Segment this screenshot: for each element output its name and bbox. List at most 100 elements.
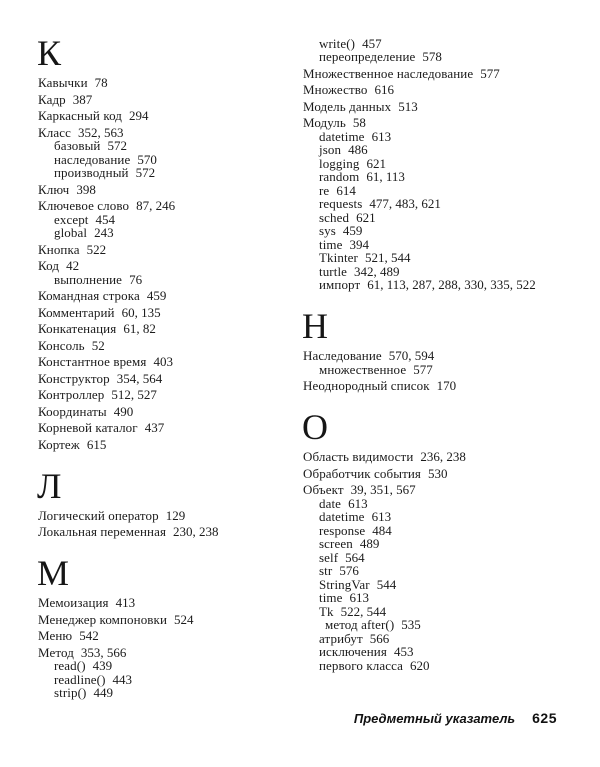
entry-pages: 521, 544 <box>364 250 411 265</box>
entry-term: json <box>319 142 342 157</box>
entry-pages: 87, 246 <box>136 198 176 213</box>
entry-term: Метод <box>38 644 74 660</box>
index-column-left: К Кавычки 78 Кадр 387 Каркасный код 294 Класс 35… <box>37 35 294 700</box>
entry-pages: 449 <box>93 685 113 700</box>
entry-term: datetime <box>319 128 365 144</box>
entry-term: logging <box>319 155 360 171</box>
entry-pages: 453 <box>393 644 414 659</box>
section-letter: М <box>37 553 70 593</box>
index-entry: Локальная переменная 230, 238 <box>38 525 294 538</box>
index-entry: sys 459 <box>319 224 581 237</box>
index-entry: множественное 577 <box>319 363 581 376</box>
entry-pages: 490 <box>113 403 134 419</box>
entry-pages: 78 <box>94 75 108 90</box>
entry-pages: 42 <box>66 258 80 273</box>
index-entry: Код 42 <box>38 259 294 272</box>
entry-term: Обработчик события <box>303 465 421 481</box>
index-entry: random 61, 113 <box>319 170 581 183</box>
entry-term: datetime <box>319 509 365 524</box>
entry-pages: 294 <box>129 108 149 123</box>
entry-pages: 76 <box>129 271 143 287</box>
index-entry: Каркасный код 294 <box>38 109 294 122</box>
entry-term: Локальная переменная <box>38 524 167 539</box>
entry-pages: 129 <box>165 507 186 523</box>
index-entry: turtle 342, 489 <box>319 265 581 278</box>
entry-term: Кавычки <box>38 75 88 90</box>
entry-pages: 614 <box>336 182 356 198</box>
index-entry: Множество 616 <box>303 83 581 96</box>
index-entry: Модель данных 513 <box>303 100 581 113</box>
entry-pages: 61, 82 <box>123 321 156 336</box>
entry-term: Меню <box>38 628 73 643</box>
entry-pages: 621 <box>356 209 376 225</box>
index-entry: Мемоизация 413 <box>38 596 294 609</box>
entry-pages: 530 <box>428 465 448 481</box>
entry-pages: 524 <box>174 611 194 627</box>
index-entry: json 486 <box>319 143 581 156</box>
entry-term: strip() <box>54 685 87 700</box>
entry-pages: 170 <box>436 378 457 393</box>
index-entry: Наследование 570, 594 <box>303 349 581 362</box>
index-entry: исключения 453 <box>319 645 581 658</box>
footer-page-number: 625 <box>532 710 557 726</box>
index-entry: базовый 572 <box>54 139 294 152</box>
entry-pages: 577 <box>413 361 433 377</box>
index-entry: Корневой каталог 437 <box>38 421 294 434</box>
entry-term: Логический оператор <box>38 507 159 523</box>
entry-pages: 566 <box>369 630 390 646</box>
index-entry: атрибут 566 <box>319 632 581 645</box>
index-entry: Неоднородный список 170 <box>303 379 581 392</box>
index-entry: StringVar 544 <box>319 578 581 591</box>
index-entry: Конкатенация 61, 82 <box>38 322 294 335</box>
index-entry: sched 621 <box>319 211 581 224</box>
index-entry: Модуль 58 <box>303 116 581 129</box>
index-entry: наследование 570 <box>54 153 294 166</box>
entry-pages: 615 <box>86 436 107 452</box>
entry-pages: 387 <box>72 91 93 107</box>
entry-term: StringVar <box>319 576 370 592</box>
entry-pages: 61, 113, 287, 288, 330, 335, 522 <box>367 277 536 292</box>
entry-pages: 570, 594 <box>388 348 435 363</box>
entry-term: screen <box>319 536 353 551</box>
index-entry: readline() 443 <box>54 673 294 686</box>
entry-pages: 439 <box>92 658 113 673</box>
index-entry: Менеджер компоновки 524 <box>38 613 294 626</box>
entry-term: Tkinter <box>319 250 358 265</box>
index-entry: datetime 613 <box>319 510 581 523</box>
index-entry: Комментарий 60, 135 <box>38 306 294 319</box>
entry-term: Контроллер <box>38 387 105 402</box>
entry-term: Неоднородный список <box>303 378 430 393</box>
entry-term: Объект <box>303 482 344 497</box>
entry-pages: 578 <box>422 49 442 64</box>
entry-term: Кнопка <box>38 241 80 257</box>
entry-pages: 512, 527 <box>111 387 157 402</box>
index-entry: global 243 <box>54 226 294 239</box>
entry-pages: 522, 544 <box>340 603 387 619</box>
entry-term: turtle <box>319 263 348 279</box>
entry-pages: 39, 351, 567 <box>350 482 416 497</box>
index-entry: Меню 542 <box>38 629 294 642</box>
entry-term: множественное <box>319 361 407 377</box>
entry-pages: 457 <box>362 35 382 51</box>
entry-term: read() <box>54 658 86 673</box>
index-entry: Кортеж 615 <box>38 438 294 451</box>
entry-pages: 489 <box>359 536 380 551</box>
entry-term: random <box>319 169 360 184</box>
entry-term: global <box>54 225 88 240</box>
index-entry: write() 457 <box>319 37 581 50</box>
entry-pages: 570 <box>137 151 157 167</box>
entry-term: response <box>319 522 366 538</box>
entry-term: первого класса <box>319 657 403 673</box>
entry-pages: 572 <box>135 165 156 180</box>
entry-term: переопределение <box>319 49 416 64</box>
entry-pages: 522 <box>86 241 107 257</box>
entry-term: Каркасный код <box>38 108 123 123</box>
index-entry: Кадр 387 <box>38 93 294 106</box>
entry-pages: 613 <box>348 495 368 511</box>
index-entry: Конструктор 354, 564 <box>38 372 294 385</box>
index-entry: Обработчик события 530 <box>303 467 581 480</box>
entry-pages: 394 <box>349 236 370 252</box>
entry-term: Менеджер компоновки <box>38 611 168 627</box>
entry-term: requests <box>319 196 363 211</box>
entry-pages: 413 <box>115 595 136 610</box>
